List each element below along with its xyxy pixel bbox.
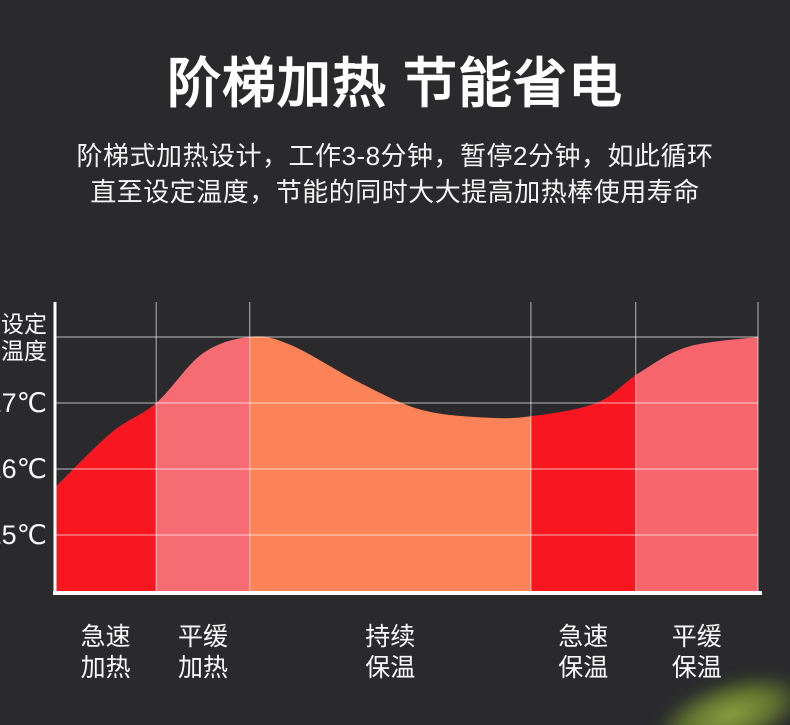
y-label-26c: 26℃	[0, 454, 47, 484]
subtitle-line-2: 直至设定温度，节能的同时大大提高加热棒使用寿命	[90, 177, 700, 207]
y-label-27c: 27℃	[0, 388, 47, 418]
chart-band-rapid-keep-warm	[530, 336, 636, 593]
chart-band-sustained-keep-warm	[249, 336, 531, 593]
gridlines	[55, 302, 759, 593]
x-label-rapid-heating-line1: 急速	[81, 623, 131, 651]
x-label-rapid-keep-warm-line2: 保温	[558, 654, 608, 682]
chart-band-rapid-heating	[55, 336, 157, 593]
chart-band-gentle-heating	[156, 336, 250, 593]
chart-band-gentle-keep-warm	[635, 336, 758, 593]
x-label-rapid-keep-warm-line1: 急速	[558, 623, 608, 651]
x-label-sustained-keep-warm-line2: 保温	[365, 654, 415, 682]
subtitle-line-1: 阶梯式加热设计，工作3-8分钟，暂停2分钟，如此循环	[76, 141, 714, 171]
x-label-gentle-heating-line2: 加热	[178, 654, 228, 682]
subtitle: 阶梯式加热设计，工作3-8分钟，暂停2分钟，如此循环 直至设定温度，节能的同时大…	[0, 138, 790, 210]
y-label-set-temp-line1: 设定	[1, 311, 47, 337]
x-label-gentle-keep-warm-line1: 平缓	[672, 623, 722, 651]
page-title: 阶梯加热 节能省电	[166, 54, 623, 114]
x-label-rapid-heating-line2: 加热	[81, 654, 131, 682]
y-label-set-temp-line2: 温度	[1, 338, 47, 364]
curve-area	[55, 336, 758, 593]
y-label-25c: 25℃	[0, 520, 47, 550]
x-label-gentle-heating-line1: 平缓	[178, 623, 228, 651]
x-label-sustained-keep-warm-line1: 持续	[365, 623, 415, 651]
